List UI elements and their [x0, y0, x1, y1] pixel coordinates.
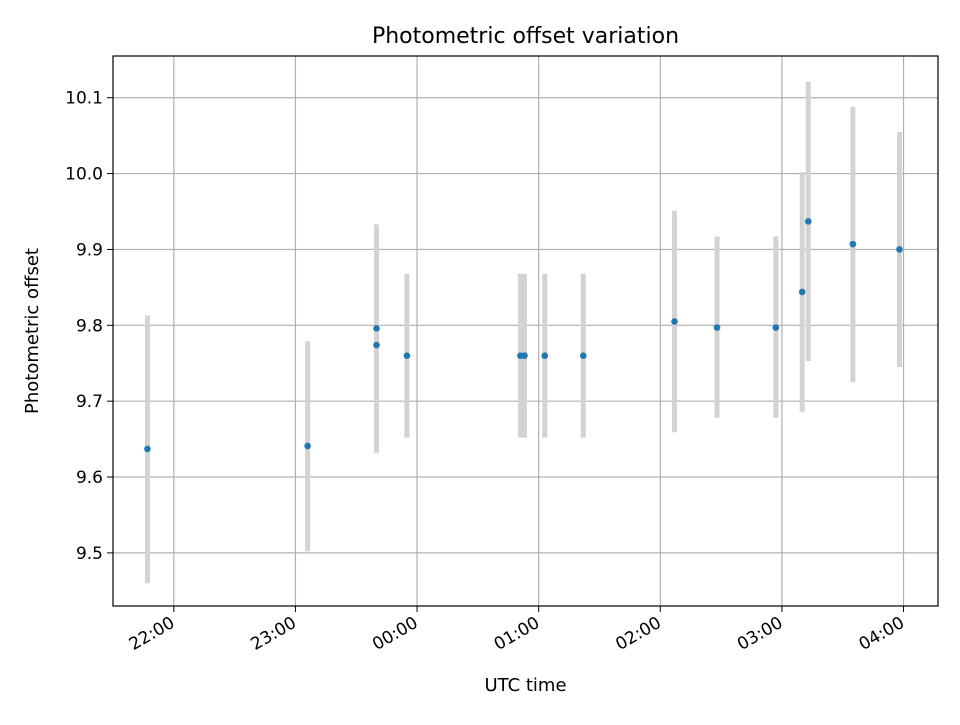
data-point	[772, 324, 780, 331]
x-tick-label: 03:00	[734, 613, 786, 655]
data-point	[373, 325, 380, 332]
y-tick-label: 9.9	[76, 240, 103, 260]
x-tick-label: 00:00	[369, 613, 421, 655]
y-tick-label: 9.5	[76, 544, 103, 564]
data-point	[896, 246, 903, 253]
data-point	[541, 352, 549, 359]
x-tick-label: 04:00	[856, 613, 908, 655]
y-tick-label: 9.8	[76, 316, 103, 336]
error-bars	[144, 81, 902, 584]
chart-title: Photometric offset variation	[372, 24, 679, 49]
data-point	[144, 445, 151, 453]
data-point	[671, 318, 678, 325]
data-point	[804, 218, 812, 225]
x-tick-label: 23:00	[247, 613, 299, 655]
y-axis-label: Photometric offset	[22, 248, 43, 414]
plot-frame	[112, 55, 939, 607]
y-tick-label: 10.1	[65, 89, 103, 109]
y-tick-label: 9.7	[76, 392, 103, 412]
data-point	[373, 341, 380, 349]
data-point	[579, 352, 587, 359]
y-tick-label: 9.6	[76, 468, 103, 488]
x-tick-label: 02:00	[612, 613, 664, 655]
data-points	[144, 218, 903, 453]
x-axis-label: UTC time	[484, 675, 566, 696]
y-tick-label: 10.0	[65, 165, 103, 185]
data-point	[304, 442, 311, 450]
x-tick-label: 01:00	[491, 613, 543, 655]
data-point	[403, 352, 411, 359]
x-tick-label: 22:00	[126, 613, 178, 655]
data-point	[849, 240, 857, 248]
data-point	[521, 352, 528, 359]
data-point	[713, 324, 721, 331]
data-point	[798, 288, 806, 296]
